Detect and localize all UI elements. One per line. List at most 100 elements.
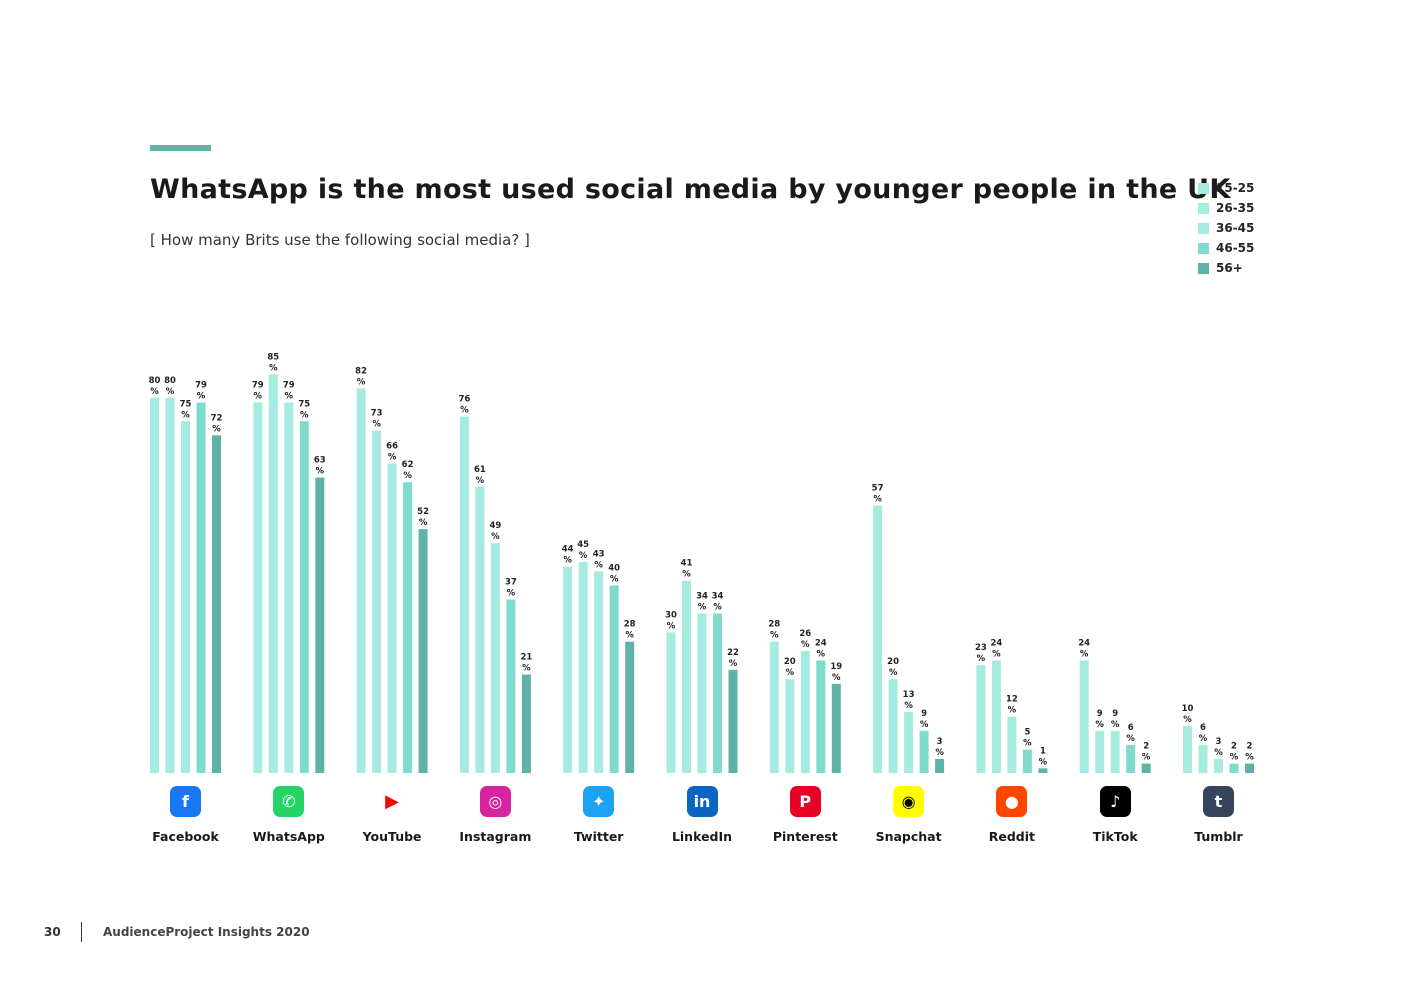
platform-youtube: ▶ YouTube [332, 786, 452, 844]
data-label-value: 19 [830, 662, 842, 672]
footer-divider [81, 922, 82, 942]
platform-instagram: ◎ Instagram [435, 786, 555, 844]
bar [1095, 730, 1105, 773]
data-label-unit: % [300, 410, 309, 420]
bar [1007, 716, 1017, 773]
data-label-value: 80 [149, 376, 161, 386]
legend-item: 26-35 [1198, 198, 1254, 218]
data-label-value: 61 [474, 465, 486, 475]
bar [609, 585, 619, 773]
bar [800, 651, 810, 773]
data-label-unit: % [594, 560, 603, 570]
data-label-unit: % [403, 471, 412, 481]
reddit-icon: ● [996, 786, 1028, 817]
bar-group-twitter: 44%45% 43% 40%28% [562, 540, 636, 773]
data-label-value: 21 [520, 653, 532, 663]
platform-tumblr: t Tumblr [1159, 786, 1279, 844]
pinterest-icon: P [789, 786, 821, 817]
data-label-value: 75 [298, 399, 310, 409]
platform-whatsapp: ✆ WhatsApp [229, 786, 349, 844]
bar [976, 665, 986, 773]
bar-group-whatsapp: 79%85%79%75%63% [252, 352, 326, 773]
bar [418, 529, 428, 773]
bar [521, 674, 531, 773]
data-label-unit: % [682, 570, 691, 580]
data-label-unit: % [507, 588, 516, 598]
legend-label: 15-25 [1216, 181, 1255, 195]
platform-label: Pinterest [772, 829, 838, 844]
bar [299, 421, 309, 773]
bar-group-tumblr: 10%6% 3%2%2% [1182, 704, 1254, 773]
bar [888, 679, 898, 773]
data-label-unit: % [1183, 715, 1192, 725]
bar [1245, 763, 1254, 773]
data-label-value: 43 [593, 549, 605, 559]
tumblr-icon: t [1203, 786, 1234, 817]
bar [1141, 763, 1151, 773]
bar [816, 660, 826, 773]
data-label-value: 3 [937, 737, 943, 747]
data-label-unit: % [786, 668, 795, 678]
platform-label: Facebook [152, 829, 219, 844]
data-label-unit: % [522, 664, 531, 674]
bar [713, 613, 722, 773]
snapchat-icon: ◉ [893, 786, 925, 817]
bar [991, 660, 1001, 773]
bar [563, 566, 573, 773]
bar [904, 712, 914, 773]
data-label-value: 79 [283, 380, 295, 390]
bar [181, 421, 190, 773]
youtube-icon: ▶ [376, 786, 408, 817]
data-label-unit: % [197, 391, 206, 401]
data-label-value: 22 [727, 648, 739, 658]
bar [1198, 744, 1208, 773]
bar-group-facebook: 80%80%75%79%72% [149, 376, 222, 773]
data-label-unit: % [1008, 706, 1017, 716]
data-label-value: 40 [608, 563, 620, 573]
bar [150, 397, 159, 773]
bar [387, 463, 397, 773]
bar [919, 730, 929, 773]
bar [1229, 763, 1239, 773]
bar [769, 641, 779, 773]
data-label-value: 82 [355, 366, 367, 376]
data-label-unit: % [491, 532, 500, 542]
platform-label: WhatsApp [252, 829, 325, 844]
twitter-icon-glyph: ✦ [591, 792, 606, 811]
data-label-value: 28 [624, 620, 636, 630]
data-label-unit: % [817, 649, 826, 659]
bar [490, 543, 500, 773]
youtube-icon-glyph: ▶ [385, 791, 400, 812]
data-label-unit: % [920, 720, 929, 730]
chart-legend: 15-25 26-35 36-45 46-55 56+ [1198, 178, 1254, 278]
bar [682, 580, 691, 773]
whatsapp-icon-glyph: ✆ [282, 792, 296, 811]
bar-group-instagram: 76%61%49%37%21% [458, 395, 532, 773]
data-label-unit: % [977, 654, 986, 664]
tumblr-icon-glyph: t [1214, 792, 1223, 811]
bar [625, 641, 635, 773]
data-label-unit: % [254, 391, 263, 401]
bar [873, 505, 883, 773]
bar [403, 482, 413, 773]
bar [578, 561, 588, 773]
data-label-unit: % [269, 363, 278, 373]
legend-label: 56+ [1216, 261, 1243, 275]
bar [268, 374, 278, 773]
legend-swatch [1198, 222, 1209, 234]
bar [459, 416, 469, 773]
bar [785, 679, 795, 773]
data-label-unit: % [1214, 748, 1223, 758]
data-label-value: 79 [195, 380, 207, 390]
data-label-value: 2 [1143, 742, 1149, 752]
platform-snapchat: ◉ Snapchat [849, 786, 969, 844]
platform-twitter: ✦ Twitter [539, 786, 659, 844]
legend-swatch [1198, 182, 1209, 194]
data-label-value: 41 [681, 559, 693, 569]
data-label-unit: % [212, 424, 221, 434]
data-label-unit: % [801, 640, 810, 650]
bar-group-tiktok: 24%9%9% 6%2% [1078, 638, 1151, 773]
data-label-unit: % [357, 377, 366, 387]
data-label-value: 13 [903, 690, 915, 700]
